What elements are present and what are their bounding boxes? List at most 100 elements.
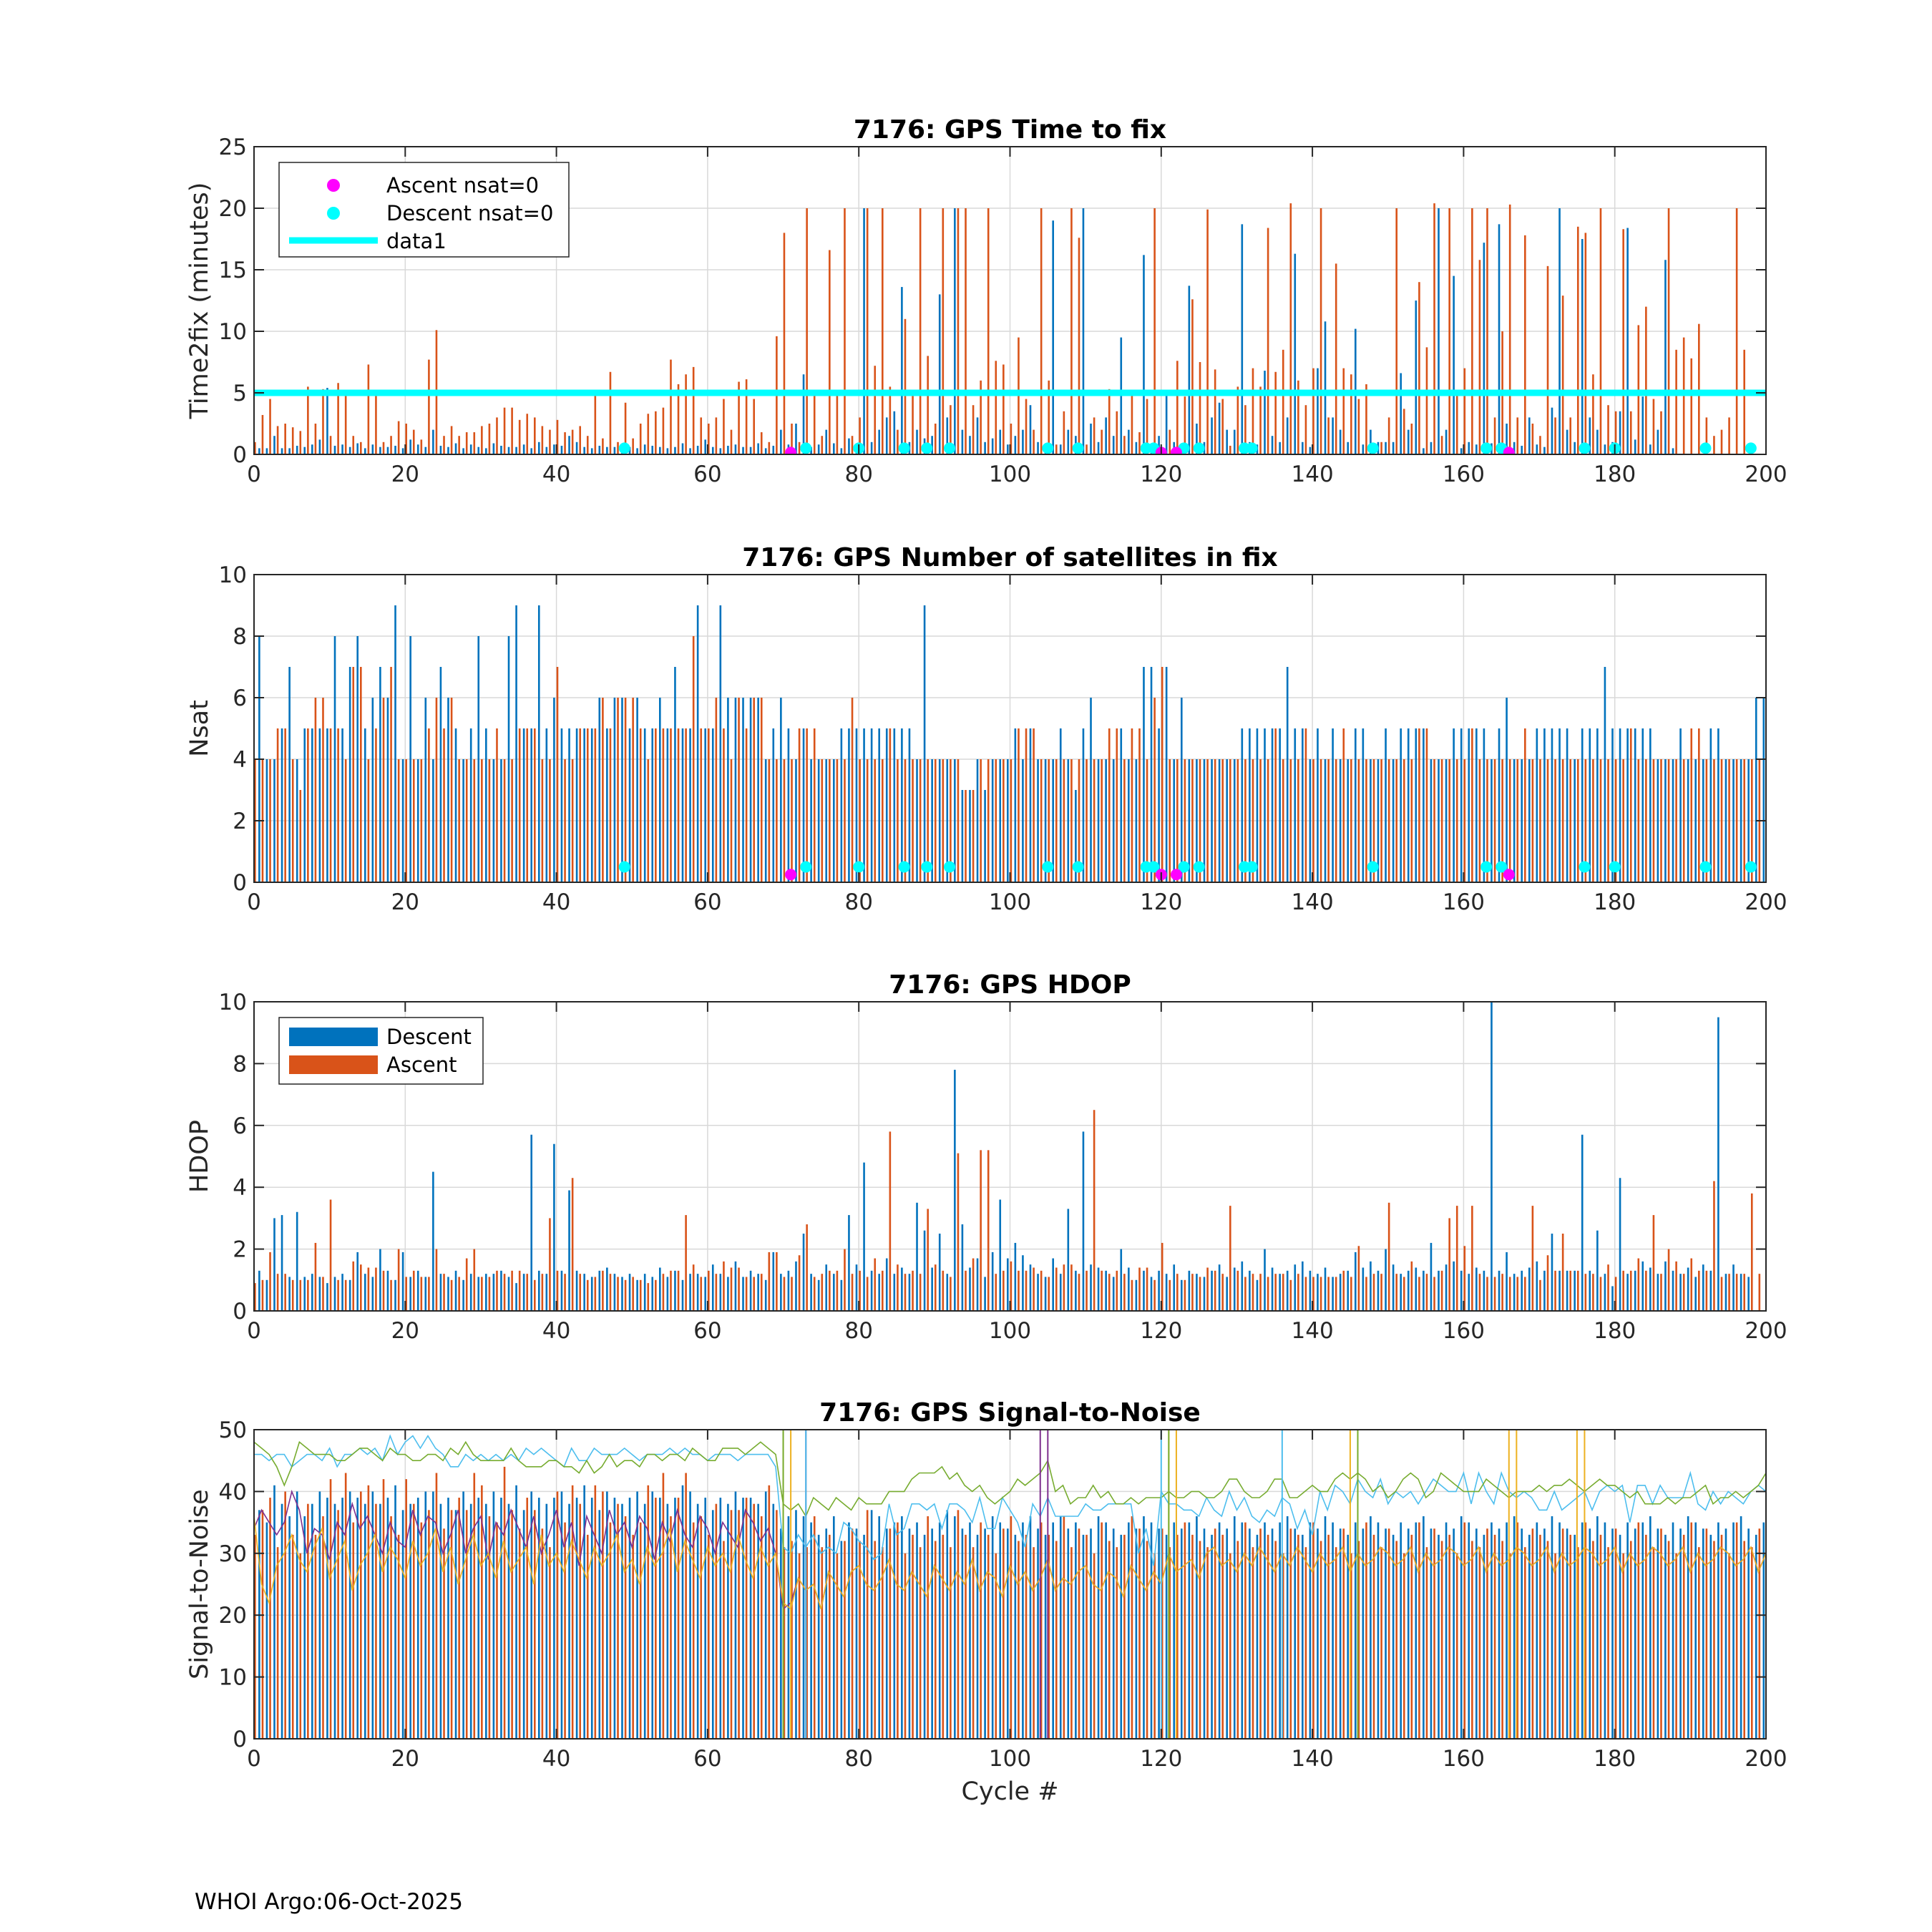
descent-bar [749, 698, 752, 882]
descent-bar [954, 1516, 956, 1739]
descent-nsat0-marker [853, 861, 865, 873]
descent-bar [1120, 1249, 1123, 1311]
descent-bar [1090, 698, 1092, 882]
y-tick-label: 0 [233, 1727, 247, 1752]
descent-bar [1196, 1516, 1198, 1739]
ascent-bar [1448, 1534, 1450, 1739]
ascent-bar [1327, 1277, 1330, 1311]
ascent-bar [307, 386, 309, 454]
ascent-bar [995, 361, 997, 454]
ascent-bar [1743, 1274, 1746, 1311]
descent-bar [916, 759, 918, 882]
descent-bar [1543, 1270, 1546, 1311]
x-tick-label: 120 [1140, 1746, 1182, 1772]
ascent-bar [859, 417, 861, 454]
snr-line-sat2 [254, 1440, 1766, 1518]
y-tick-label: 8 [233, 1051, 247, 1077]
descent-bar [394, 605, 396, 882]
descent-bar [1724, 1274, 1727, 1311]
ascent-bar [405, 1277, 407, 1311]
descent-bar [1075, 1270, 1077, 1311]
ascent-bar [1327, 759, 1330, 882]
ascent-bar [1153, 698, 1156, 882]
descent-bar [1762, 698, 1765, 882]
descent-bar [1097, 1516, 1100, 1739]
ascent-bar [1698, 1547, 1700, 1739]
ascent-bar [1101, 429, 1103, 454]
descent-bar [1332, 728, 1334, 882]
descent-bar [265, 1279, 268, 1311]
ascent-bar [670, 1516, 672, 1739]
descent-bar [432, 1491, 434, 1739]
descent-bar [1611, 1286, 1614, 1311]
ascent-bar [511, 759, 513, 882]
descent-bar [1596, 728, 1599, 882]
ascent-bar [1214, 369, 1216, 454]
ascent-bar [322, 1277, 324, 1311]
descent-bar [1339, 429, 1342, 454]
descent-nsat0-marker [800, 442, 812, 454]
ascent-bar [965, 208, 967, 454]
descent-bar [1067, 1209, 1070, 1311]
descent-bar [840, 1279, 843, 1311]
descent-bar [1317, 728, 1319, 882]
descent-bar [757, 1503, 759, 1739]
ascent-bar [1244, 759, 1246, 882]
descent-bar [1370, 1261, 1372, 1311]
ascent-bar [1576, 226, 1579, 454]
descent-bar [1453, 275, 1455, 454]
descent-bar [1506, 1522, 1508, 1739]
descent-bar [946, 1510, 949, 1739]
x-tick-label: 120 [1140, 462, 1182, 487]
descent-bar [1112, 1277, 1115, 1311]
ascent-bar [1244, 405, 1246, 454]
ascent-bar [1244, 1522, 1246, 1739]
descent-bar [681, 728, 684, 882]
descent-bar [1687, 1516, 1689, 1739]
ascent-bar [329, 1479, 332, 1739]
x-tick-label: 80 [844, 462, 872, 487]
ascent-bar [571, 1178, 574, 1311]
ascent-bar [1471, 208, 1473, 454]
ascent-bar [685, 1215, 687, 1311]
ascent-bar [980, 1150, 982, 1311]
descent-bar [598, 1510, 601, 1739]
ascent-bar [632, 698, 634, 882]
ascent-bar [738, 381, 740, 454]
ascent-bar [1380, 1274, 1382, 1311]
ascent-bar [465, 1510, 468, 1739]
descent-bar [1067, 429, 1070, 454]
descent-bar [1438, 759, 1440, 882]
descent-bar [288, 1277, 291, 1311]
descent-bar [855, 728, 858, 882]
ascent-bar [1531, 759, 1534, 882]
ascent-bar [1070, 1547, 1073, 1739]
ascent-bar [1350, 1553, 1352, 1739]
ascent-bar [1395, 759, 1398, 882]
x-tick-label: 200 [1745, 889, 1787, 915]
ascent-bar [1304, 1277, 1307, 1311]
ascent-bar [1214, 1270, 1216, 1311]
ascent-bar [428, 1277, 430, 1311]
descent-bar [1052, 1522, 1054, 1739]
ascent-bar [1667, 1249, 1670, 1311]
ascent-bar [889, 1528, 892, 1739]
ascent-bar [647, 414, 650, 454]
descent-bar [696, 1274, 699, 1311]
descent-bar [1286, 1516, 1289, 1739]
ascent-bar [934, 424, 937, 454]
descent-bar [1135, 441, 1138, 454]
ascent-bar [1629, 411, 1632, 454]
descent-bar [1037, 1274, 1039, 1311]
descent-bar [341, 1498, 343, 1739]
ascent-bar [1433, 1528, 1435, 1739]
y-tick-label: 15 [219, 258, 247, 283]
ascent-bar [1108, 728, 1111, 882]
ascent-bar [1645, 306, 1647, 454]
descent-bar [885, 728, 888, 882]
descent-bar [477, 636, 480, 882]
ascent-bar [723, 1541, 725, 1739]
ascent-bar [1304, 1547, 1307, 1739]
ascent-bar [1244, 1277, 1246, 1311]
ascent-bar [503, 1466, 506, 1739]
